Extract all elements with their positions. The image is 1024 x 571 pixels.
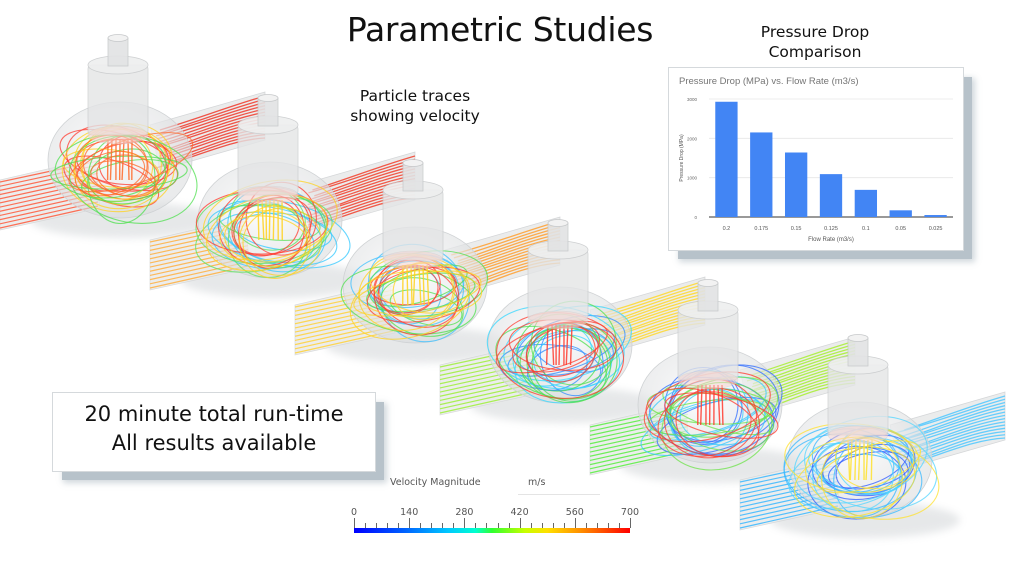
legend-minor-tick: [420, 523, 422, 528]
x-tick-label: 0.1: [862, 226, 870, 232]
velocity-legend-unit: m/s: [528, 477, 546, 488]
legend-minor-tick: [398, 523, 400, 528]
legend-unit-divider: [518, 494, 600, 495]
particle-traces-label-line2: showing velocity: [350, 107, 480, 125]
cfd-valve-render-6: [739, 334, 1006, 538]
x-tick-label: 0.025: [929, 226, 943, 232]
cfd-valve-render-4: [439, 219, 706, 423]
velocity-colorbar: [354, 528, 630, 533]
legend-minor-tick: [552, 523, 554, 528]
legend-minor-tick: [596, 523, 598, 528]
runtime-line-2: All results available: [111, 431, 317, 455]
legend-tick-label: 140: [400, 507, 419, 518]
y-tick-label: 2000: [687, 136, 698, 141]
runtime-callout-card: 20 minute total run-time All results ava…: [52, 392, 376, 472]
legend-minor-tick: [618, 523, 620, 528]
cfd-valve-render-2: [149, 94, 416, 298]
legend-minor-tick: [530, 523, 532, 528]
legend-minor-tick: [607, 523, 609, 528]
legend-minor-tick: [475, 523, 477, 528]
chart-heading: Pressure Drop Comparison: [720, 22, 910, 62]
slide-title: Parametric Studies: [346, 10, 654, 49]
legend-tick-label: 420: [510, 507, 529, 518]
legend-major-tick: [574, 518, 576, 528]
cfd-valve-render-5: [589, 279, 856, 483]
bar-0.2: [715, 101, 738, 217]
legend-tick-label: 700: [620, 507, 640, 518]
cfd-valve-render-3: [294, 159, 561, 363]
bar-0.175: [750, 132, 773, 217]
legend-minor-tick: [442, 523, 444, 528]
y-tick-label: 0: [694, 215, 697, 220]
legend-minor-tick: [376, 523, 378, 528]
x-axis-label: Flow Rate (m3/s): [808, 237, 854, 243]
bar-0.05: [889, 210, 912, 217]
legend-minor-tick: [387, 523, 389, 528]
legend-minor-tick: [563, 523, 565, 528]
particle-traces-label: Particle traces showing velocity: [330, 86, 500, 126]
x-tick-label: 0.125: [824, 226, 838, 232]
legend-tick-label: 280: [455, 507, 474, 518]
legend-tick-label: 0: [350, 507, 358, 518]
legend-major-tick: [464, 518, 466, 528]
legend-major-tick: [630, 518, 631, 528]
bar-0.025: [924, 215, 947, 217]
y-axis-label: Pressure Drop (MPa): [679, 134, 685, 182]
legend-minor-tick: [453, 523, 455, 528]
legend-minor-tick: [365, 523, 367, 528]
legend-minor-tick: [508, 523, 510, 528]
legend-minor-tick: [486, 523, 488, 528]
particle-traces-label-line1: Particle traces: [359, 87, 471, 105]
legend-minor-tick: [497, 523, 499, 528]
legend-minor-tick: [541, 523, 543, 528]
x-tick-label: 0.2: [723, 226, 731, 232]
legend-tick-label: 560: [565, 507, 584, 518]
pressure-drop-bar-chart: 0 1000 2000 3000 0.2 0.175 0.15 0.125 0.1 0.05 0.0…: [679, 97, 953, 243]
legend-minor-tick: [585, 523, 587, 528]
runtime-line-1: 20 minute total run-time: [84, 402, 344, 426]
legend-major-tick: [519, 518, 521, 528]
chart-title: Pressure Drop (MPa) vs. Flow Rate (m3/s): [679, 76, 859, 87]
chart-heading-line2: Comparison: [768, 43, 862, 61]
velocity-legend-title: Velocity Magnitude: [390, 477, 481, 488]
legend-major-tick: [409, 518, 411, 528]
bar-0.15: [784, 152, 808, 217]
x-tick-label: 0.175: [754, 226, 768, 232]
legend-minor-tick: [431, 523, 433, 528]
y-tick-label: 3000: [687, 97, 698, 102]
pressure-drop-chart-card: Pressure Drop (MPa) vs. Flow Rate (m3/s)…: [668, 67, 964, 251]
bar-0.125: [819, 174, 843, 217]
legend-major-tick: [354, 518, 355, 528]
y-tick-label: 1000: [687, 176, 698, 181]
x-tick-label: 0.05: [895, 226, 906, 232]
chart-heading-line1: Pressure Drop: [760, 23, 870, 41]
bar-0.1: [854, 189, 878, 217]
x-tick-label: 0.15: [791, 226, 802, 232]
